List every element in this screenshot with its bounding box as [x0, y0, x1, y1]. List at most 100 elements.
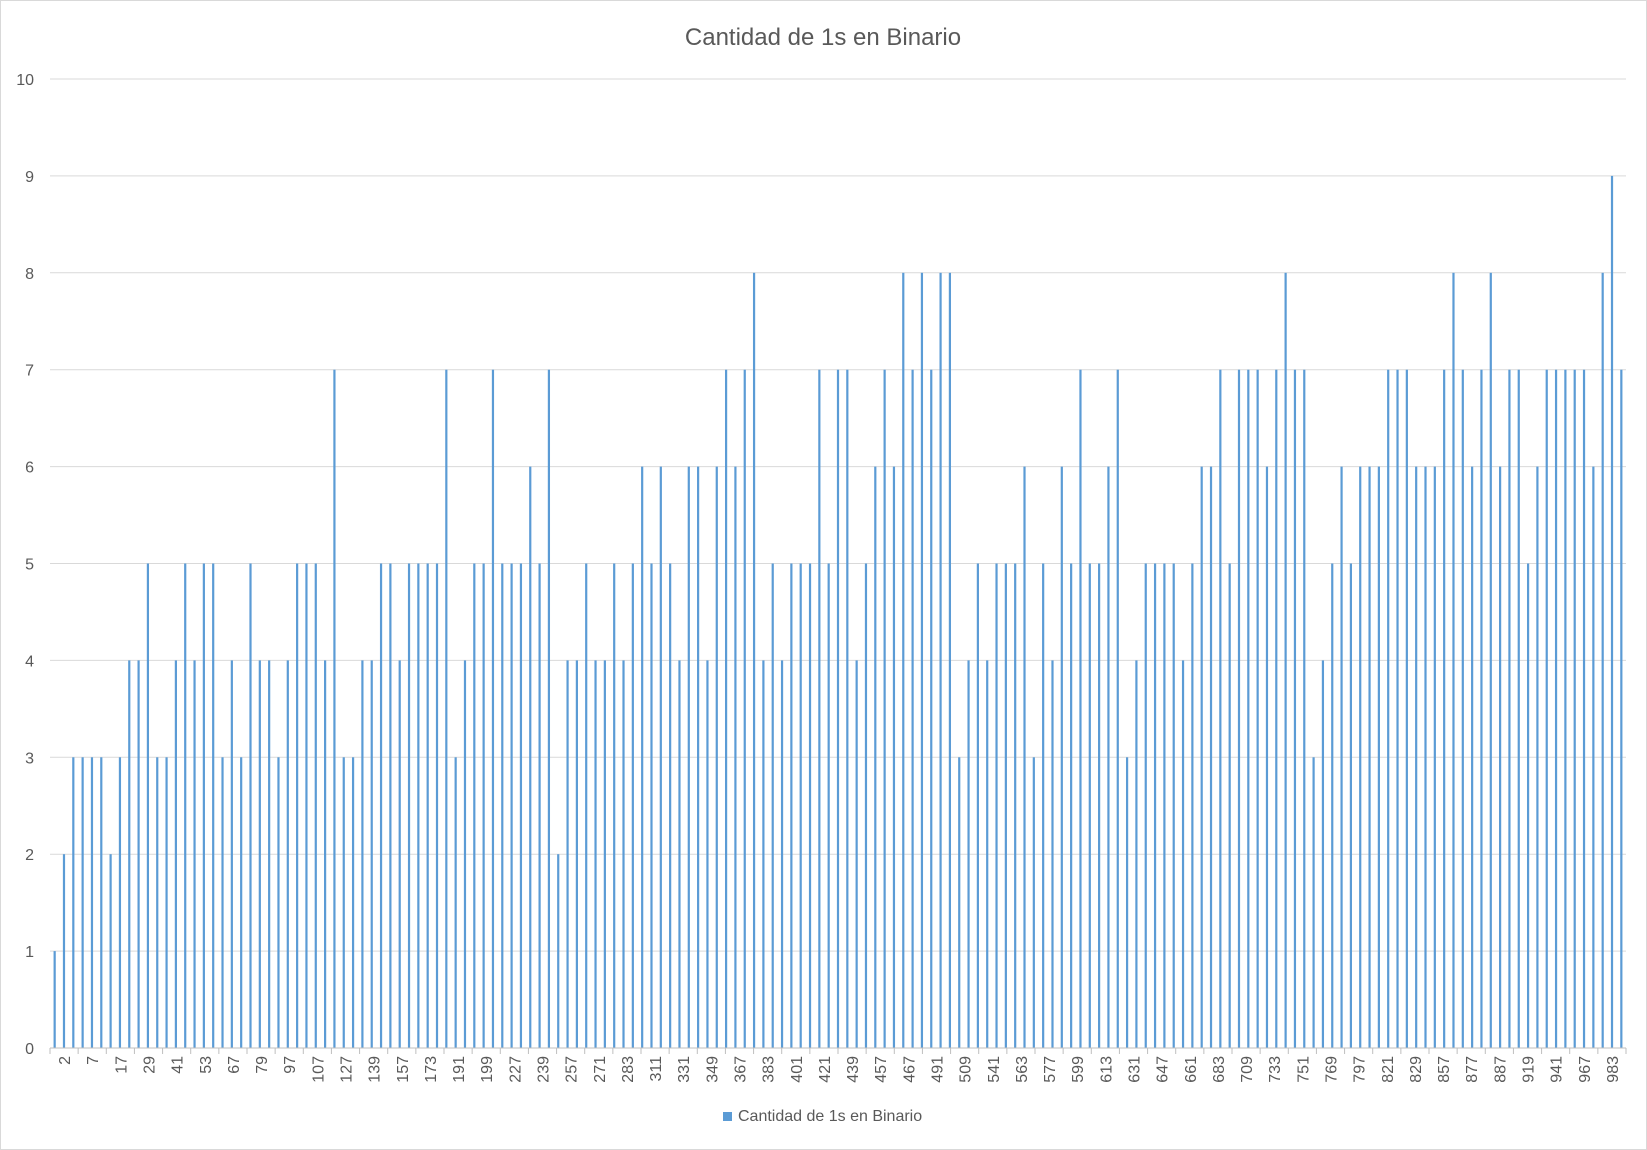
bar: [1004, 563, 1007, 1048]
bar: [72, 757, 75, 1048]
x-tick-label: 227: [507, 1056, 524, 1083]
x-tick-label: 439: [845, 1056, 862, 1083]
bar: [669, 563, 672, 1048]
bar: [1107, 466, 1110, 1049]
x-tick-label: 563: [1014, 1056, 1031, 1083]
bar: [333, 369, 336, 1048]
bar: [1433, 466, 1436, 1049]
bar: [1303, 369, 1306, 1048]
bar: [603, 660, 606, 1048]
bar: [1125, 757, 1129, 1048]
bar: [1321, 660, 1325, 1048]
chart-title: Cantidad de 1s en Binario: [685, 24, 961, 51]
x-tick-label: 733: [1267, 1056, 1284, 1083]
bar: [762, 660, 765, 1048]
x-tick-label: 173: [423, 1056, 440, 1083]
bar: [1098, 563, 1101, 1048]
x-axis: 2 7 17 29 41 53 67 79 97 107 127 139 157 173 191 199 227…: [49, 1047, 1627, 1083]
bar: [986, 660, 989, 1048]
bar: [324, 660, 327, 1048]
bar: [417, 563, 420, 1048]
bar: [734, 466, 737, 1049]
x-tick-label: 983: [1605, 1056, 1622, 1083]
bar: [174, 660, 177, 1048]
x-tick-label: 941: [1549, 1056, 1566, 1083]
bar: [771, 563, 774, 1048]
bar: [1564, 369, 1567, 1048]
bar: [706, 660, 709, 1048]
bar: [650, 563, 653, 1048]
bar: [454, 757, 457, 1048]
bar: [715, 466, 718, 1049]
x-tick-label: 683: [1211, 1056, 1228, 1083]
y-tick-label: 5: [25, 557, 34, 574]
bar: [1368, 466, 1371, 1049]
x-tick-label: 457: [873, 1056, 890, 1083]
bar: [212, 563, 215, 1048]
bar: [1042, 563, 1045, 1048]
bar: [724, 369, 728, 1048]
bar: [1471, 466, 1474, 1049]
bar: [1545, 369, 1548, 1048]
bar: [1219, 369, 1222, 1048]
bar: [491, 369, 495, 1048]
bar: [678, 660, 681, 1048]
x-tick-label: 967: [1577, 1056, 1594, 1083]
bar: [575, 660, 578, 1048]
x-tick-label: 919: [1521, 1056, 1538, 1083]
bar: [1499, 466, 1502, 1049]
bar: [1275, 369, 1278, 1048]
y-tick-label: 0: [25, 1041, 34, 1058]
x-tick-label: 877: [1464, 1056, 1481, 1083]
bar: [585, 563, 588, 1048]
bar: [1536, 466, 1539, 1049]
bar: [529, 466, 532, 1049]
x-tick-label: 797: [1352, 1056, 1369, 1083]
bar: [146, 563, 150, 1048]
bar: [566, 660, 569, 1048]
legend-swatch: [723, 1112, 732, 1121]
x-tick-label: 613: [1098, 1056, 1115, 1083]
bar: [342, 757, 345, 1048]
bar: [1443, 369, 1446, 1048]
bar: [836, 369, 840, 1048]
bar: [799, 563, 802, 1048]
bar: [1200, 466, 1203, 1049]
bar: [81, 757, 84, 1048]
x-tick-label: 631: [1127, 1056, 1144, 1083]
bar: [445, 369, 448, 1048]
bar: [137, 660, 140, 1048]
x-tick-label: 829: [1408, 1056, 1425, 1083]
bar: [1340, 466, 1343, 1049]
x-tick-label: 857: [1436, 1056, 1453, 1083]
bar: [864, 563, 868, 1048]
bars: [53, 175, 1623, 1049]
bar: [855, 660, 858, 1048]
legend-label: Cantidad de 1s en Binario: [738, 1108, 922, 1125]
bar: [1060, 466, 1063, 1049]
x-tick-label: 421: [817, 1056, 834, 1083]
bar: [1610, 175, 1614, 1048]
y-tick-label: 4: [25, 653, 34, 670]
bar: [482, 563, 485, 1048]
bar: [1508, 369, 1511, 1048]
bar: [1153, 563, 1157, 1048]
x-tick-label: 599: [1070, 1056, 1087, 1083]
y-tick-label: 6: [25, 460, 34, 477]
bar: [1181, 660, 1185, 1048]
x-tick-label: 661: [1183, 1056, 1200, 1083]
bar: [1526, 563, 1530, 1048]
y-axis-tick-labels: 0 1 2 3 4 5 6 7 8 9 10: [16, 72, 34, 1058]
bar: [258, 660, 261, 1048]
x-tick-label: 541: [986, 1056, 1003, 1083]
bar: [697, 466, 700, 1049]
bar: [631, 563, 634, 1048]
bar: [407, 563, 411, 1048]
bar: [361, 660, 364, 1048]
x-tick-label: 107: [310, 1056, 327, 1083]
bar: [1256, 369, 1259, 1048]
x-tick-label: 127: [339, 1056, 356, 1083]
bar: [156, 757, 159, 1048]
bar: [641, 466, 644, 1049]
bar: [538, 563, 541, 1048]
